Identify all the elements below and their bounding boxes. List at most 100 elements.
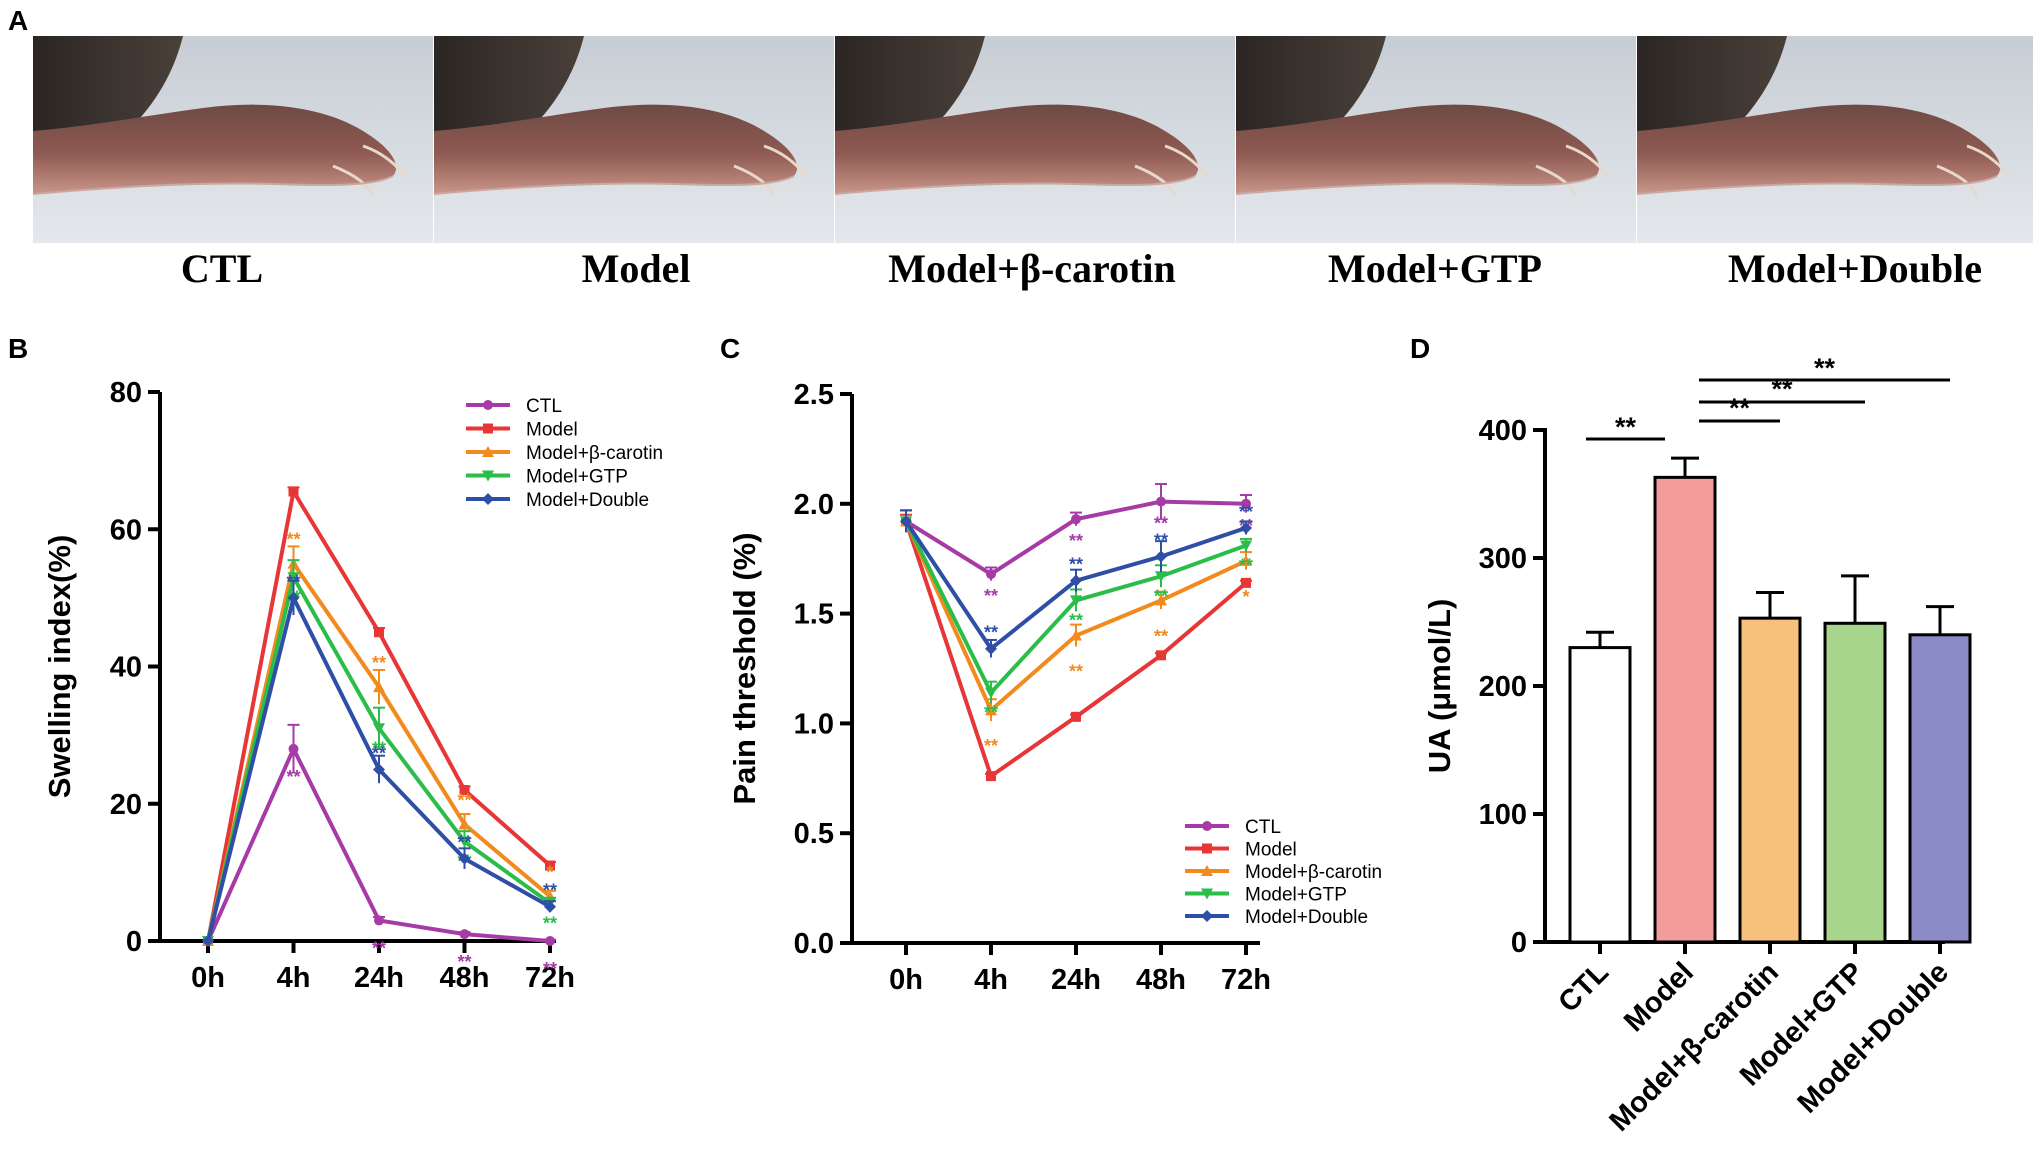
marker-model-double [1155,550,1167,563]
significance-mark: ** [457,952,471,972]
legend-item-model-double: Model+Double [1185,907,1368,928]
significance-mark: ** [286,530,300,550]
y-axis-label: Pain threshold (%) [727,532,762,804]
legend: CTLModelModel+β-carotinModel+GTPModel+Do… [1185,817,1382,928]
y-tick-label: 0 [126,926,142,958]
marker-model-beta-carotin [985,704,997,716]
series-model-double: ** ** ** ** [202,572,557,947]
legend-item-model: Model [466,420,578,441]
paw-photos [31,34,2033,245]
x-tick-label: 72h [525,962,575,994]
significance-mark: ** [543,913,557,933]
marker-model-gtp [1240,540,1252,552]
legend-item-model-double: Model+Double [466,490,649,511]
marker-model-gtp [1155,571,1167,583]
y-tick-label: 400 [1479,415,1527,447]
paw-photo-model [432,34,836,245]
marker-ctl [1071,514,1081,525]
legend-item-model: Model [1185,840,1297,861]
significance-mark: ** [984,586,998,606]
bar-model-beta-carotin [1738,591,1802,944]
significance-mark: ** [372,743,386,763]
marker-model-gtp [482,470,494,482]
marker-model [483,423,493,434]
series-model-double: ******** [900,502,1253,658]
panel-letter: D [1410,333,1430,364]
paw-photo-ctl [31,34,435,245]
series-model-gtp: ******** [900,509,1253,723]
significance-mark: ** [1154,514,1168,534]
bar-model [1653,456,1717,944]
significance-mark: ** [984,736,998,756]
x-tick-label: 24h [1051,964,1101,996]
x-tick-label: 48h [440,962,490,994]
photo-label-ctl: CTL [181,246,263,291]
comparison-model-vs-model-beta-carotin: ** [1699,393,1780,423]
significance-mark: * [546,862,553,882]
significance-mark: ** [457,833,471,853]
marker-model-double [373,763,385,776]
marker-model [288,486,299,497]
x-tick-label: Model [1618,956,1700,1038]
significance-mark: ** [543,959,557,979]
y-tick-label: 0.0 [794,928,834,960]
marker-ctl [1241,498,1251,509]
marker-model-beta-carotin [1201,865,1213,876]
marker-ctl [1156,496,1166,507]
legend-label: Model [1245,840,1297,861]
significance-mark: ** [1239,556,1253,576]
x-tick-label: 72h [1221,964,1271,996]
marker-model-gtp [1070,595,1082,607]
marker-model-double [900,515,912,528]
marker-model-beta-carotin [1070,629,1082,641]
y-axis-label: Swelling index(%) [42,535,77,799]
marker-ctl [483,400,493,410]
marker-model [545,860,555,871]
marker-model-double [482,493,494,505]
y-tick-label: 2.0 [794,489,834,521]
bar-rect [1908,633,1972,944]
legend-item-ctl: CTL [1185,817,1281,838]
y-tick-label: 2.5 [794,379,834,411]
significance-mark: ** [1154,626,1168,646]
comparison-label: ** [1615,412,1637,442]
y-tick-label: 300 [1479,543,1527,575]
paw-photo-model-double [1635,34,2033,245]
marker-model-double [985,642,997,655]
marker-model-gtp [458,836,471,848]
marker-model-gtp [1201,888,1213,900]
marker-ctl [545,936,555,946]
legend-item-ctl: CTL [466,396,562,417]
photo-label-model-beta-carotin: Model+β-carotin [888,246,1176,291]
marker-model-double [287,591,300,604]
marker-model-beta-carotin [373,681,385,693]
significance-mark: ** [286,767,300,787]
photo-label-model: Model [582,246,691,291]
legend-item-model-beta-carotin: Model+β-carotin [1185,862,1382,883]
marker-model-double [1070,574,1082,587]
marker-model-double [458,852,471,865]
marker-model-beta-carotin [458,818,471,830]
comparison-label: ** [1814,353,1836,383]
marker-model [1156,650,1166,661]
y-tick-label: 100 [1479,799,1527,831]
legend-label: CTL [1245,817,1281,838]
legend-label: Model+β-carotin [526,443,663,464]
legend-label: Model+Double [1245,907,1368,928]
marker-model-beta-carotin [1240,554,1252,566]
significance-mark: ** [1154,531,1168,551]
y-tick-label: 60 [110,514,142,546]
marker-model-double [1240,521,1252,534]
bar-rect [1738,616,1802,944]
comparison-label: ** [1729,393,1751,423]
paw-photo-model-gtp [1234,34,1638,245]
y-tick-label: 200 [1479,671,1527,703]
legend-item-model-beta-carotin: Model+β-carotin [466,443,663,464]
legend-item-model-gtp: Model+GTP [466,467,628,488]
comparison-model-vs-model-double: ** [1699,353,1950,383]
marker-model [986,771,996,782]
y-tick-label: 1.0 [794,708,834,740]
